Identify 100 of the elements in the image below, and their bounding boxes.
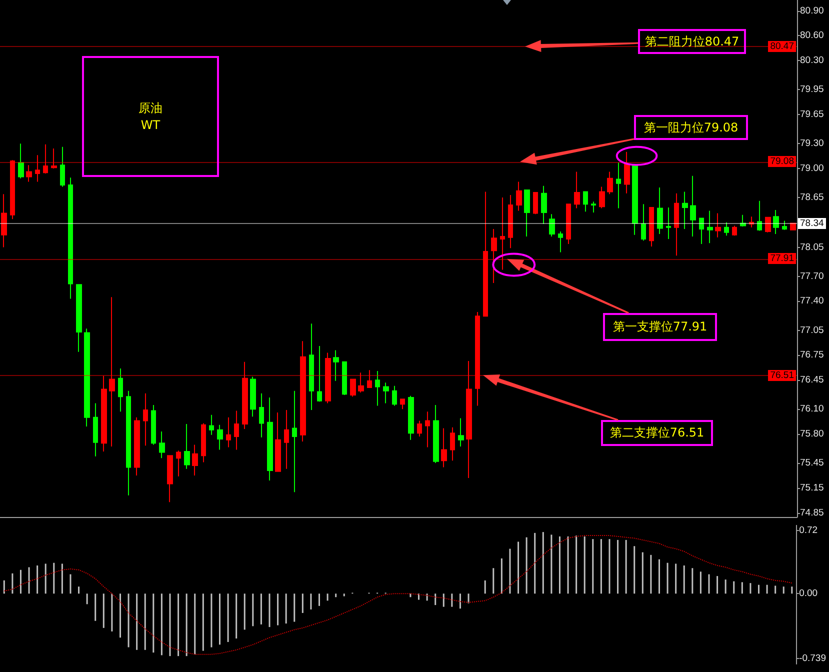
candlestick: [441, 428, 447, 468]
candlestick: [159, 431, 165, 459]
candlestick: [491, 228, 497, 284]
candlestick: [516, 181, 522, 212]
candlestick: [765, 216, 771, 233]
candlestick: [566, 204, 571, 244]
candlestick: [292, 390, 297, 493]
candlestick: [749, 216, 754, 228]
y-tick-label: 75.80: [800, 428, 824, 440]
y-tick-label: 0.00: [799, 588, 818, 600]
y-tick-label: 80.30: [800, 55, 824, 66]
candlestick: [134, 416, 140, 476]
candlestick: [740, 214, 746, 228]
candlestick: [715, 212, 721, 238]
candlestick: [201, 422, 206, 463]
candlestick: [51, 148, 57, 169]
candlestick: [558, 231, 563, 253]
annotation: 第二支撑位76.51: [610, 424, 704, 442]
candlestick: [400, 398, 405, 410]
candlestick: [18, 143, 24, 179]
candlestick: [707, 210, 713, 244]
candlestick: [724, 222, 729, 236]
candlestick: [167, 455, 173, 503]
candlestick: [541, 185, 547, 225]
y-tick-label: 77.70: [800, 270, 824, 282]
candlestick: [250, 376, 256, 418]
ref-line-label: 77.91: [768, 253, 796, 264]
candlestick: [284, 409, 289, 470]
annotation: 第一阻力位79.08: [644, 119, 738, 136]
candlestick: [118, 368, 123, 412]
candlestick: [574, 171, 580, 209]
candlestick: [616, 162, 621, 209]
candlestick: [358, 372, 364, 394]
y-tick-label: 80.90: [800, 5, 824, 16]
y-tick-label: 76.45: [800, 374, 824, 386]
annotation: 原油 WT: [138, 100, 162, 134]
candlestick: [408, 395, 414, 440]
y-tick-label: 79.95: [800, 84, 824, 96]
candlestick: [483, 191, 488, 317]
candlestick: [300, 340, 306, 442]
candlestick: [524, 190, 530, 238]
candlestick: [242, 361, 248, 430]
candlestick: [350, 378, 356, 398]
candlestick: [732, 225, 737, 236]
candlestick: [143, 392, 148, 446]
candlestick: [192, 444, 198, 476]
candlestick: [109, 296, 115, 447]
y-tick-label: 78.05: [800, 242, 824, 253]
candlestick: [790, 222, 796, 230]
candlestick: [367, 370, 372, 388]
ref-line-label: 78.34: [798, 218, 826, 229]
candlestick: [383, 382, 389, 404]
y-tick-label: 79.30: [800, 138, 824, 150]
candlestick: [682, 191, 688, 230]
candlestick: [375, 370, 380, 406]
candlestick: [583, 191, 588, 212]
candlestick: [275, 412, 281, 472]
candlestick: [68, 177, 73, 300]
candlestick: [93, 402, 98, 457]
y-tick-label: 75.15: [800, 482, 824, 494]
y-tick-label: 76.10: [800, 404, 824, 415]
candlestick: [458, 418, 464, 447]
candlestick: [641, 204, 646, 242]
y-tick-label: 77.05: [800, 324, 824, 336]
candlestick: [1, 194, 7, 248]
y-tick-label: 76.75: [800, 350, 824, 361]
candlestick: [333, 350, 339, 382]
candlestick: [76, 284, 82, 352]
candlestick: [209, 414, 214, 436]
candlestick: [475, 312, 480, 406]
candlestick: [649, 206, 654, 247]
candlestick: [757, 200, 762, 232]
candlestick: [607, 171, 613, 195]
ref-line-label: 76.51: [768, 370, 796, 381]
candlestick: [674, 192, 679, 256]
candlestick: [10, 160, 15, 220]
y-tick-label: 78.65: [800, 192, 824, 204]
candlestick: [624, 151, 630, 194]
candlestick: [591, 201, 596, 213]
candlestick: [500, 197, 505, 270]
candlestick: [217, 424, 223, 450]
candlestick: [425, 411, 430, 448]
candlestick: [342, 361, 347, 396]
y-tick-label: 80.60: [800, 30, 824, 42]
candlestick: [433, 404, 439, 464]
candlestick: [26, 164, 32, 182]
candlestick: [60, 146, 65, 188]
annotation: 第二阻力位80.47: [644, 33, 740, 50]
candlestick: [690, 175, 696, 238]
ref-line-label: 80.47: [768, 40, 796, 52]
y-tick-label: -0.739: [799, 653, 826, 664]
candlestick: [176, 450, 181, 477]
y-tick-label: 75.45: [800, 458, 824, 469]
candlestick: [317, 346, 322, 402]
candlestick: [325, 352, 331, 404]
y-tick-label: 0.72: [799, 524, 818, 536]
y-tick-label: 79.65: [800, 109, 824, 120]
candlestick: [466, 360, 472, 478]
annotation: 第一支撑位77.91: [612, 318, 708, 336]
candlestick: [184, 424, 190, 470]
